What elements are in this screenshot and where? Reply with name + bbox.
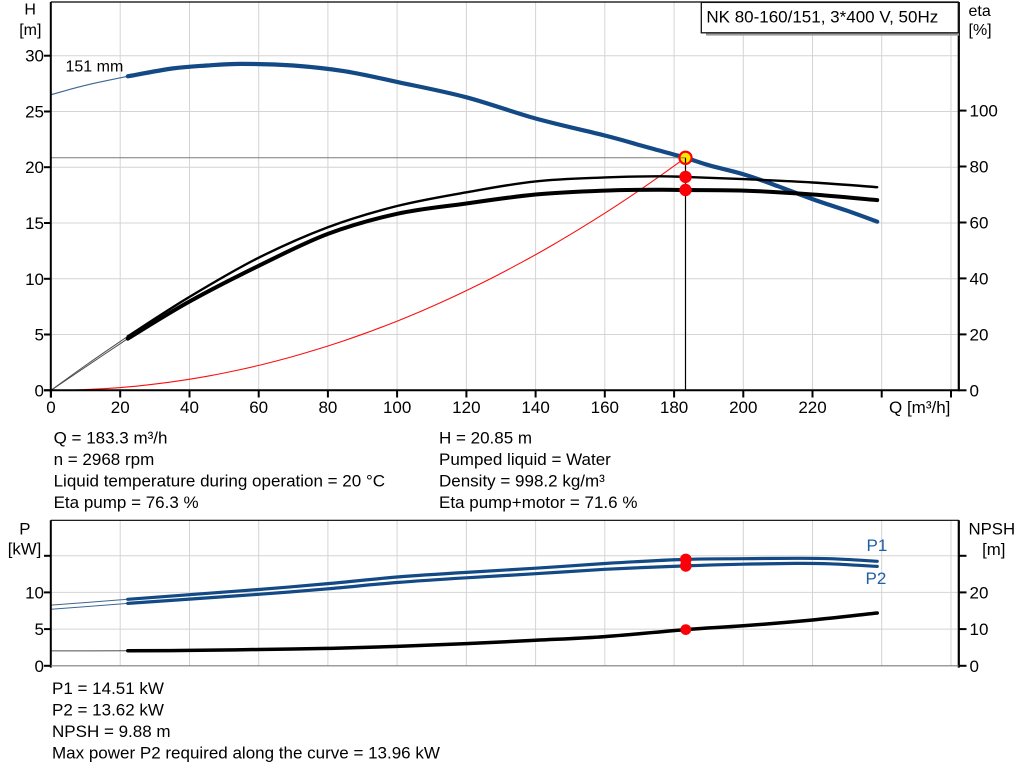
svg-text:20: 20 <box>970 325 989 344</box>
svg-text:Liquid temperature during oper: Liquid temperature during operation = 20… <box>54 471 385 490</box>
svg-text:P: P <box>19 520 30 539</box>
svg-text:5: 5 <box>35 620 44 639</box>
svg-text:220: 220 <box>798 398 826 417</box>
svg-text:H: H <box>24 2 36 19</box>
svg-text:[%]: [%] <box>969 22 992 39</box>
svg-text:0: 0 <box>970 657 979 676</box>
svg-text:140: 140 <box>521 398 549 417</box>
svg-text:20: 20 <box>25 158 44 177</box>
svg-text:0: 0 <box>35 381 44 400</box>
svg-text:P2 = 13.62 kW: P2 = 13.62 kW <box>52 700 164 719</box>
svg-text:120: 120 <box>452 398 480 417</box>
svg-text:10: 10 <box>25 270 44 289</box>
svg-text:20: 20 <box>970 583 989 602</box>
svg-text:40: 40 <box>970 269 989 288</box>
svg-text:[m]: [m] <box>19 22 41 39</box>
svg-text:80: 80 <box>970 158 989 177</box>
svg-text:60: 60 <box>970 213 989 232</box>
svg-text:NPSH = 9.88 m: NPSH = 9.88 m <box>52 722 171 741</box>
svg-text:Q = 183.3 m³/h: Q = 183.3 m³/h <box>54 429 168 448</box>
svg-text:Pumped liquid = Water: Pumped liquid = Water <box>439 450 611 469</box>
svg-text:100: 100 <box>970 102 998 121</box>
svg-text:Q [m³/h]: Q [m³/h] <box>889 398 950 417</box>
svg-text:5: 5 <box>35 326 44 345</box>
svg-text:P2: P2 <box>866 569 887 588</box>
svg-text:H = 20.85 m: H = 20.85 m <box>439 429 532 448</box>
svg-text:eta: eta <box>969 3 991 20</box>
svg-text:P1 = 14.51 kW: P1 = 14.51 kW <box>52 679 164 698</box>
svg-text:40: 40 <box>180 398 199 417</box>
svg-text:Max power P2 required along th: Max power P2 required along the curve = … <box>52 743 440 762</box>
svg-text:30: 30 <box>25 47 44 66</box>
svg-text:Eta pump = 76.3 %: Eta pump = 76.3 % <box>54 493 199 512</box>
svg-text:151 mm: 151 mm <box>66 59 124 76</box>
svg-text:Density = 998.2 kg/m³: Density = 998.2 kg/m³ <box>439 471 605 490</box>
svg-text:10: 10 <box>25 583 44 602</box>
svg-text:10: 10 <box>970 620 989 639</box>
svg-text:NK 80-160/151, 3*400 V, 50Hz: NK 80-160/151, 3*400 V, 50Hz <box>706 8 938 27</box>
svg-text:0: 0 <box>970 381 979 400</box>
svg-text:60: 60 <box>249 398 268 417</box>
svg-text:200: 200 <box>729 398 757 417</box>
svg-text:P1: P1 <box>867 536 888 555</box>
svg-text:n = 2968 rpm: n = 2968 rpm <box>54 450 155 469</box>
svg-text:[kW]: [kW] <box>8 540 42 559</box>
svg-text:[m]: [m] <box>982 540 1005 559</box>
svg-text:180: 180 <box>660 398 688 417</box>
svg-text:0: 0 <box>46 398 55 417</box>
svg-text:25: 25 <box>25 102 44 121</box>
svg-text:80: 80 <box>318 398 337 417</box>
svg-text:160: 160 <box>591 398 619 417</box>
svg-text:100: 100 <box>383 398 411 417</box>
svg-text:20: 20 <box>111 398 130 417</box>
svg-text:Eta pump+motor = 71.6 %: Eta pump+motor = 71.6 % <box>439 493 637 512</box>
svg-text:0: 0 <box>35 657 44 676</box>
svg-text:15: 15 <box>25 214 44 233</box>
svg-text:NPSH: NPSH <box>969 520 1016 539</box>
